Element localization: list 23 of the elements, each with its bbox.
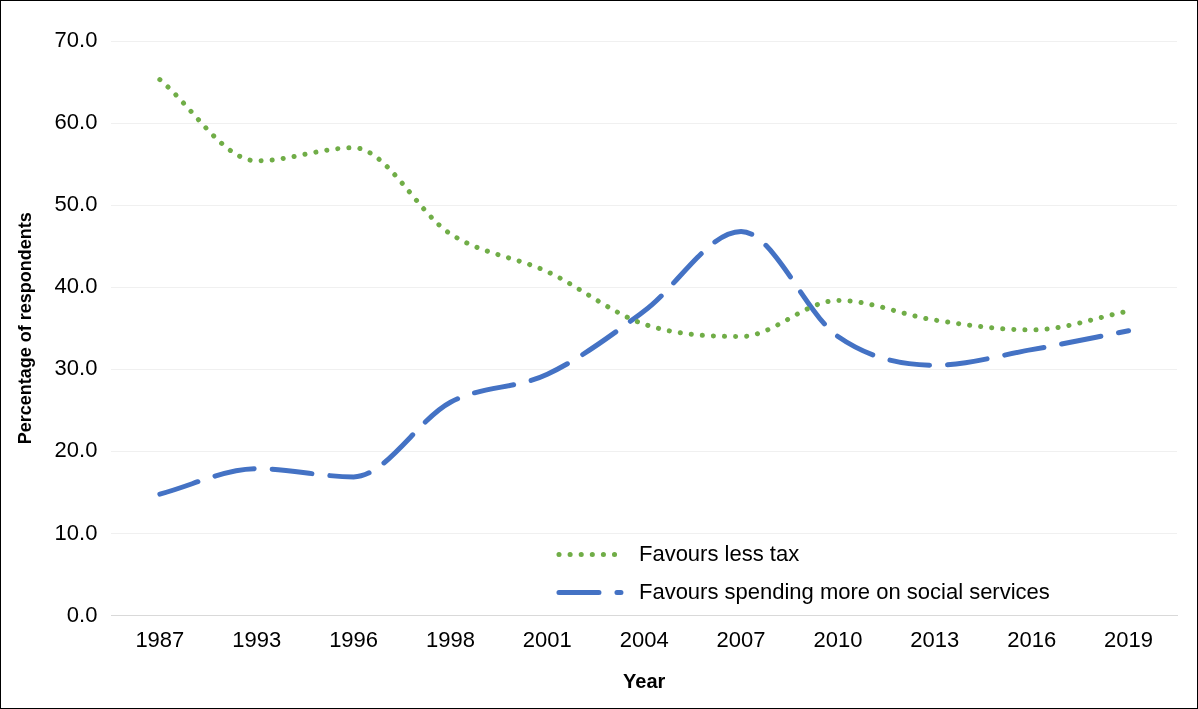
y-tick-label: 20.0	[54, 437, 98, 463]
x-tick-label: 2010	[813, 626, 863, 652]
x-tick-label: 2004	[619, 626, 669, 652]
x-tick-label: 1998	[425, 626, 475, 652]
x-tick-label: 2001	[522, 626, 572, 652]
y-tick-label: 0.0	[66, 601, 98, 627]
x-tick-label: 1996	[329, 626, 379, 652]
x-tick-label: 2007	[716, 626, 766, 652]
y-tick-label: 40.0	[54, 273, 98, 299]
x-tick-label: 2013	[910, 626, 960, 652]
x-axis-title: Year	[623, 669, 666, 692]
legend-label: Favours less tax	[638, 540, 800, 566]
y-tick-label: 70.0	[54, 27, 98, 53]
y-tick-label: 60.0	[54, 109, 98, 135]
y-tick-label: 10.0	[54, 519, 98, 545]
x-tick-label: 2019	[1104, 626, 1154, 652]
legend-label: Favours spending more on social services	[638, 578, 1050, 604]
x-tick-label: 1987	[135, 626, 185, 652]
x-tick-label: 2016	[1007, 626, 1057, 652]
x-tick-label: 1993	[232, 626, 282, 652]
y-tick-label: 50.0	[54, 191, 98, 217]
y-tick-label: 30.0	[54, 355, 98, 381]
y-axis-title: Percentage of respondents	[14, 212, 35, 445]
